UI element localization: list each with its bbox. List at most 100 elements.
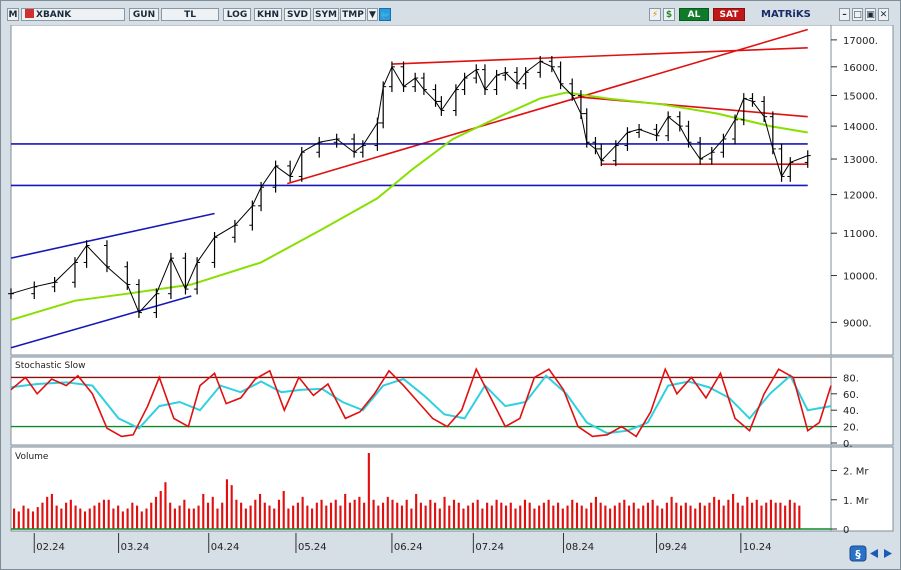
volume-bar: [386, 496, 389, 529]
volume-bar: [722, 505, 725, 529]
scroll-left-button[interactable]: [869, 548, 880, 559]
right-axis-price: [830, 24, 894, 356]
volume-bar: [27, 508, 30, 529]
volume-bar: [798, 505, 801, 529]
price-line: [10, 60, 808, 314]
right-axis-oscillator: [830, 356, 894, 446]
volume-bar: [377, 505, 380, 529]
dropdown-arrow-icon[interactable]: ▼: [367, 8, 378, 21]
trendline-blue: [10, 212, 215, 259]
volume-plot: [11, 453, 831, 530]
sell-button[interactable]: SAT: [713, 8, 745, 21]
twitter-bird-icon[interactable]: 🐦: [379, 8, 391, 21]
khn-button[interactable]: KHN: [254, 8, 282, 21]
volume-bar: [93, 505, 96, 529]
volume-bar: [225, 479, 229, 529]
volume-bar: [613, 505, 616, 529]
volume-bar: [353, 499, 356, 529]
volume-bar: [703, 505, 706, 529]
tmp-button[interactable]: TMP: [340, 8, 366, 21]
price-plot: [8, 28, 811, 349]
volume-bar: [249, 505, 252, 529]
volume-bar: [552, 505, 555, 529]
volume-bar: [443, 496, 446, 529]
volume-bar: [519, 505, 522, 529]
volume-bar: [661, 508, 664, 529]
dollar-icon[interactable]: $: [663, 8, 675, 21]
volume-bar: [481, 508, 484, 529]
volume-bar: [273, 508, 276, 529]
volume-bar: [675, 502, 678, 529]
volume-bar: [533, 508, 536, 529]
volume-bar: [405, 499, 408, 529]
volume-bar: [263, 502, 266, 529]
volume-bar: [486, 502, 489, 529]
volume-bar: [301, 496, 304, 529]
price-tick-label: 14000.: [843, 122, 878, 133]
volume-bar: [41, 502, 44, 529]
volume-bar: [334, 499, 337, 529]
volume-bar: [462, 508, 465, 529]
menu-m-button[interactable]: M: [7, 8, 19, 21]
volume-bar: [457, 502, 460, 529]
price-panel[interactable]: [10, 24, 832, 356]
volume-bar: [788, 499, 791, 529]
volume-bar: [169, 502, 172, 529]
oscillator-tick-label: 40.: [843, 406, 859, 417]
volume-bar: [235, 499, 238, 529]
volume-bar: [358, 496, 361, 529]
volume-bar: [150, 502, 153, 529]
restore-icon[interactable]: □: [852, 8, 863, 21]
symbol-field[interactable]: XBANK: [21, 8, 125, 21]
minimize-icon[interactable]: –: [839, 8, 850, 21]
oscillator-panel[interactable]: [10, 356, 832, 446]
volume-bar: [254, 499, 257, 529]
period-gun-button[interactable]: GUN: [129, 8, 159, 21]
volume-bar: [221, 502, 224, 529]
stoch-k-line: [10, 367, 832, 438]
volume-bar: [325, 505, 328, 529]
trendline-blue: [10, 295, 192, 349]
price-tick-label: 16000.: [843, 63, 878, 74]
volume-bar: [192, 508, 195, 529]
volume-bar: [178, 505, 181, 529]
volume-bar: [164, 482, 167, 529]
volume-bar: [594, 496, 597, 529]
log-button[interactable]: LOG: [223, 8, 251, 21]
sym-button[interactable]: SYM: [313, 8, 339, 21]
svd-button[interactable]: SVD: [284, 8, 311, 21]
volume-bar: [400, 505, 404, 529]
volume-bar: [173, 508, 176, 529]
scroll-reset-button[interactable]: §: [849, 545, 867, 562]
volume-bar: [448, 505, 451, 529]
volume-bar: [296, 502, 299, 529]
moving-average-line: [10, 91, 808, 321]
lightning-icon[interactable]: ⚡: [649, 8, 661, 21]
volume-bar: [126, 508, 129, 529]
volume-bar: [566, 505, 569, 529]
currency-tl-button[interactable]: TL: [161, 8, 219, 21]
volume-bar: [694, 508, 697, 529]
volume-bar: [98, 502, 101, 529]
volume-bar: [774, 502, 777, 529]
scroll-right-button[interactable]: [882, 548, 893, 559]
price-tick-label: 11000.: [843, 229, 878, 240]
volume-bar: [750, 502, 754, 529]
volume-bar: [117, 505, 120, 529]
volume-bar: [154, 496, 158, 529]
symbol-icon: [25, 9, 34, 18]
volume-bar: [107, 499, 110, 529]
maximize-icon[interactable]: ▣: [865, 8, 876, 21]
price-tick-label: 17000.: [843, 36, 878, 47]
volume-bar: [287, 508, 290, 529]
buy-button[interactable]: AL: [679, 8, 709, 21]
volume-bar: [665, 502, 668, 529]
close-icon[interactable]: ✕: [878, 8, 889, 21]
volume-bar: [542, 502, 545, 529]
volume-bar: [637, 508, 640, 529]
volume-bar: [292, 505, 295, 529]
volume-bar: [746, 496, 749, 529]
volume-bar: [13, 508, 16, 529]
